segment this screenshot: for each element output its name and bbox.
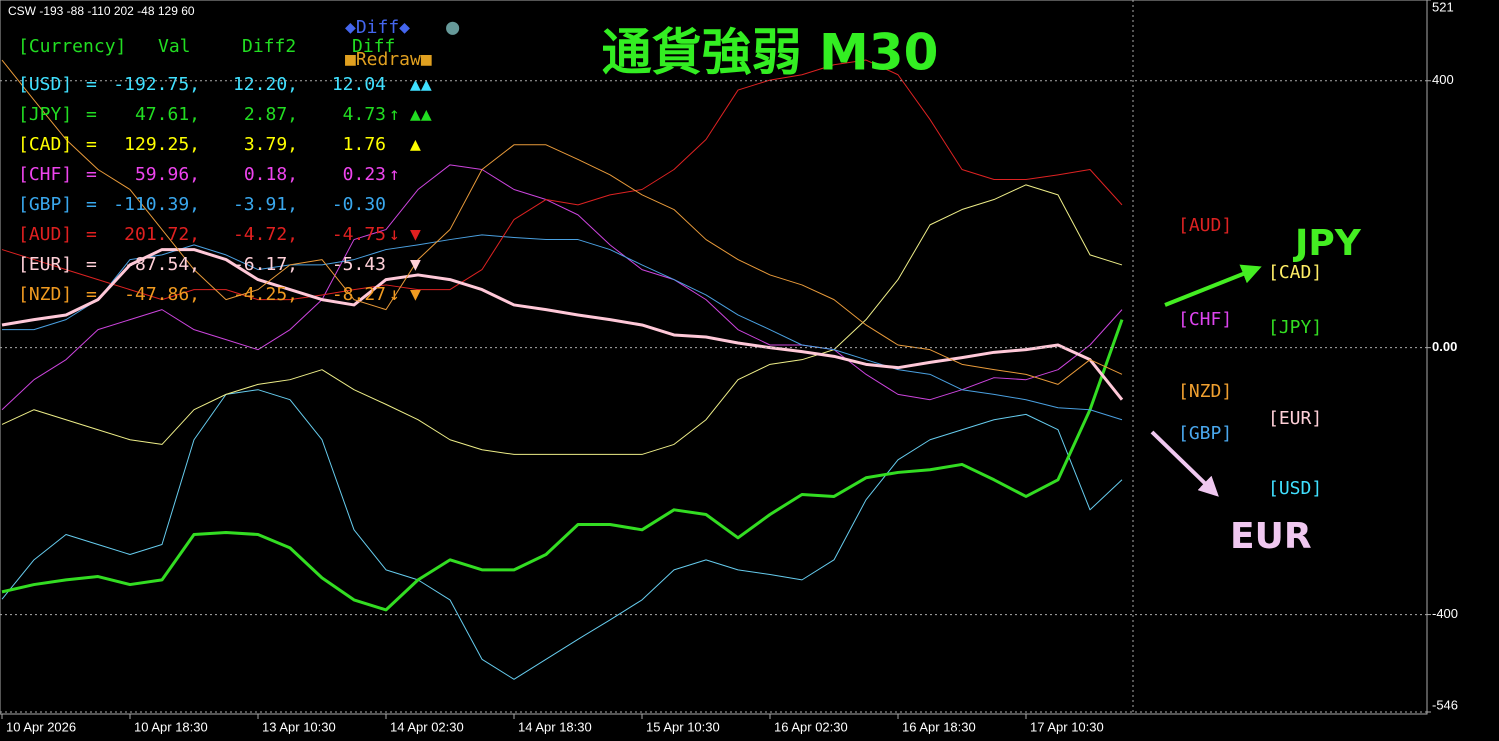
panel-cell: -8.27	[332, 284, 386, 305]
y-tick-label: -546	[1432, 697, 1458, 712]
panel-cell: =	[86, 254, 97, 275]
x-tick-label: 10 Apr 18:30	[134, 719, 208, 734]
panel-cell: 2.87,	[244, 104, 298, 125]
panel-cell: -0.30	[332, 194, 386, 215]
x-tick-label: 17 Apr 10:30	[1030, 719, 1104, 734]
series-line	[1, 389, 1123, 680]
panel-cell: [GBP]	[18, 194, 72, 215]
y-tick-label: 0.00	[1432, 339, 1457, 354]
panel-cell: -110.39,	[113, 194, 200, 215]
panel-flag: ▼	[410, 254, 421, 275]
series-line	[1, 248, 1124, 401]
panel-cell: =	[86, 194, 97, 215]
panel-cell: -3.91,	[233, 194, 298, 215]
indicator-info: CSW -193 -88 -110 202 -48 129 60	[8, 4, 195, 18]
currency-label: [EUR]	[1268, 408, 1322, 429]
panel-cell: =	[86, 164, 97, 185]
dot-button[interactable]: ●	[446, 15, 460, 40]
panel-cell: -5.43	[332, 254, 386, 275]
panel-cell: =	[86, 224, 97, 245]
currency-label: [CHF]	[1178, 309, 1232, 330]
panel-mark: ↑	[389, 164, 400, 185]
panel-cell: =	[86, 284, 97, 305]
chart-title: 通貨強弱 M30	[602, 24, 939, 82]
panel-flag: ▲▲	[410, 74, 432, 95]
currency-label: [NZD]	[1178, 381, 1232, 402]
currency-label: [USD]	[1268, 478, 1322, 499]
panel-cell: [CAD]	[18, 134, 72, 155]
series-line	[1, 319, 1124, 612]
panel-cell: 47.61,	[135, 104, 200, 125]
panel-cell: -192.75,	[113, 74, 200, 95]
x-tick-label: 16 Apr 02:30	[774, 719, 848, 734]
series-line	[1, 184, 1123, 455]
panel-cell: 0.23	[343, 164, 386, 185]
panel-header: Diff	[352, 36, 395, 57]
panel-header: [Currency]	[18, 36, 126, 57]
currency-label: [JPY]	[1268, 317, 1322, 338]
x-tick-label: 13 Apr 10:30	[262, 719, 336, 734]
panel-mark: ↓	[389, 224, 400, 245]
series-line	[2, 234, 1123, 421]
y-tick-label: -400	[1432, 606, 1458, 621]
panel-cell: -4.72,	[233, 224, 298, 245]
diff-button[interactable]: ◆Diff◆	[345, 17, 410, 38]
panel: [Currency] Val Diff2 Diff [USD] = -192.75, 12.2…	[18, 36, 432, 305]
annotation: EUR	[1230, 516, 1312, 557]
panel-flag: ▼	[410, 284, 421, 305]
panel-cell: -47.86,	[124, 284, 200, 305]
redraw-button[interactable]: ■Redraw■	[345, 49, 432, 70]
x-tick-label: 15 Apr 10:30	[646, 719, 720, 734]
panel-mark: ↓	[389, 284, 400, 305]
panel-cell: =	[86, 104, 97, 125]
panel-cell: 12.20,	[233, 74, 298, 95]
panel-cell: -4.25,	[233, 284, 298, 305]
y-tick-label: 400	[1432, 72, 1454, 87]
panel-flag: ▲	[410, 134, 421, 155]
currency-label: [AUD]	[1178, 215, 1232, 236]
panel-mark: ↑	[389, 104, 400, 125]
x-tick-label: 10 Apr 2026	[6, 719, 76, 734]
x-tick-label: 16 Apr 18:30	[902, 719, 976, 734]
x-tick-label: 14 Apr 02:30	[390, 719, 464, 734]
y-tick-label: 521	[1432, 0, 1454, 14]
panel-cell: 129.25,	[124, 134, 200, 155]
x-tick-label: 14 Apr 18:30	[518, 719, 592, 734]
annotation: JPY	[1292, 223, 1362, 264]
panel-flag: ▲▲	[410, 104, 432, 125]
panel-header: Val	[158, 36, 191, 57]
series-line	[1, 59, 1123, 385]
panel-cell: [CHF]	[18, 164, 72, 185]
panel-cell: -87.54,	[124, 254, 200, 275]
panel-cell: 12.04	[332, 74, 386, 95]
panel-cell: =	[86, 74, 97, 95]
panel-cell: [EUR]	[18, 254, 72, 275]
series-line	[1, 164, 1123, 411]
eur-arrow	[1150, 430, 1219, 497]
panel-cell: -6.17,	[233, 254, 298, 275]
panel-header: Diff2	[242, 36, 296, 57]
panel-cell: [AUD]	[18, 224, 72, 245]
panel-cell: [JPY]	[18, 104, 72, 125]
panel-flag: ▼	[410, 224, 421, 245]
panel-cell: [USD]	[18, 74, 72, 95]
panel-cell: [NZD]	[18, 284, 72, 305]
panel-cell: 0.18,	[244, 164, 298, 185]
panel-cell: 3.79,	[244, 134, 298, 155]
panel-cell: 4.73	[343, 104, 386, 125]
plot-frame	[0, 0, 1428, 715]
jpy-arrow	[1164, 264, 1262, 307]
currency-label: [CAD]	[1268, 262, 1322, 283]
series-layer	[1, 59, 1124, 680]
panel-cell: 201.72,	[124, 224, 200, 245]
panel-cell: 59.96,	[135, 164, 200, 185]
currency-label: [GBP]	[1178, 423, 1232, 444]
series-line	[1, 59, 1123, 301]
panel-cell: 1.76	[343, 134, 386, 155]
panel-cell: -4.75	[332, 224, 386, 245]
panel-cell: =	[86, 134, 97, 155]
